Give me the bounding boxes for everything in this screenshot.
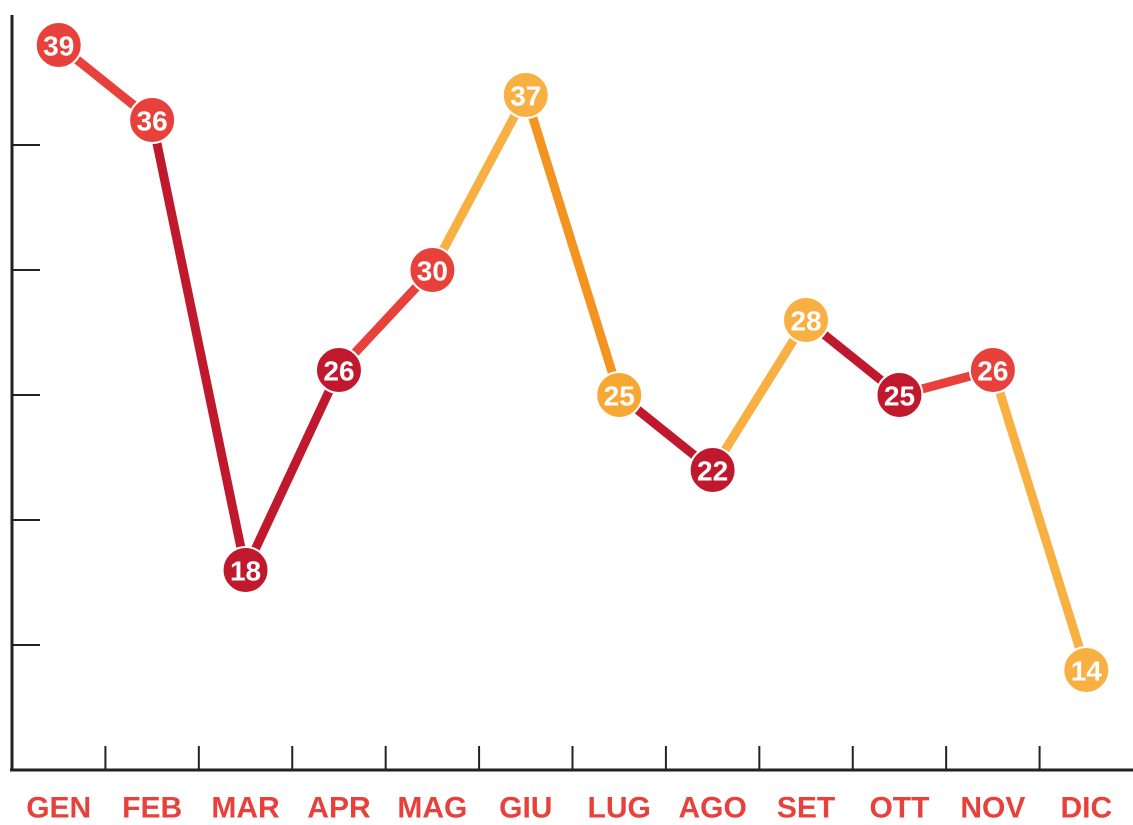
line-segment	[241, 365, 344, 575]
point	[875, 371, 924, 419]
data-label: 25	[884, 381, 915, 412]
x-tick-label: AGO	[678, 792, 746, 825]
data-label: 30	[417, 256, 448, 287]
line-segment	[521, 90, 624, 400]
x-tick-label: OTT	[869, 792, 929, 825]
data-label: 36	[137, 106, 168, 137]
point	[595, 371, 644, 419]
x-tick-label: DIC	[1060, 792, 1112, 825]
x-tick-label: NOV	[960, 792, 1025, 825]
data-label: 18	[230, 556, 261, 587]
x-tick-label: GEN	[26, 792, 91, 825]
x-tick-label: GIU	[499, 792, 552, 825]
point	[1062, 646, 1111, 694]
point	[128, 96, 177, 144]
data-label: 37	[510, 81, 541, 112]
data-label: 26	[323, 356, 354, 387]
x-tick-label: MAG	[397, 792, 467, 825]
point	[221, 546, 270, 594]
data-label: 28	[790, 306, 821, 337]
point	[782, 296, 831, 344]
point	[314, 346, 363, 394]
point	[968, 346, 1017, 394]
x-tick-label: MAR	[211, 792, 280, 825]
line-segment	[427, 90, 531, 275]
data-label: 25	[604, 381, 635, 412]
point	[34, 21, 83, 69]
line-segment	[988, 365, 1091, 675]
line-segment	[708, 315, 811, 475]
point	[408, 246, 457, 294]
point	[688, 446, 737, 494]
x-tick-label: LUG	[588, 792, 651, 825]
data-label: 22	[697, 456, 728, 487]
point	[501, 71, 550, 119]
x-tick-label: SET	[777, 792, 835, 825]
data-label: 14	[1071, 656, 1103, 687]
x-tick-label: APR	[307, 792, 371, 825]
data-label: 26	[977, 356, 1008, 387]
x-tick-label: FEB	[122, 792, 182, 825]
line-segment	[147, 115, 251, 575]
data-label: 39	[43, 31, 74, 62]
